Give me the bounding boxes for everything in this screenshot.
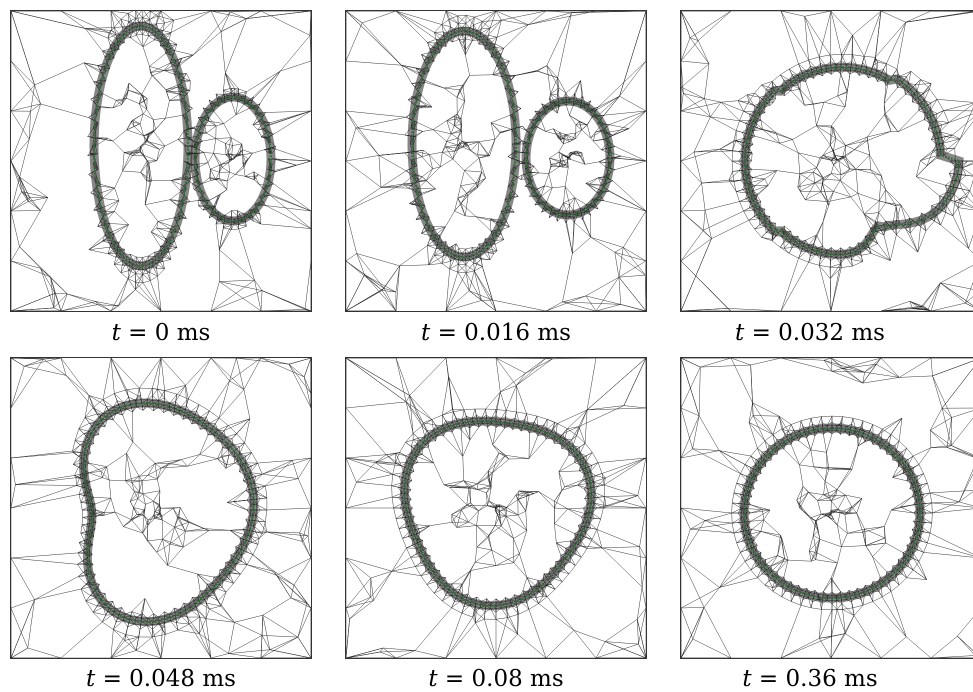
caption-3: t = 0.032 ms — [735, 320, 885, 346]
time-unit: ms — [202, 666, 236, 692]
mesh-edges — [681, 358, 973, 658]
mesh-edges — [681, 11, 973, 311]
mesh-panel-3 — [680, 10, 973, 312]
caption-4: t = 0.048 ms — [86, 666, 236, 692]
time-unit: ms — [844, 666, 878, 692]
mesh-panel-1 — [10, 10, 312, 312]
mesh-panel-5 — [345, 357, 647, 659]
mesh-svg-4 — [11, 358, 311, 658]
mesh-edges — [11, 11, 311, 311]
mesh-svg-5 — [346, 358, 646, 658]
mesh-panel-6 — [680, 357, 973, 659]
time-value: 0.032 — [778, 320, 845, 346]
caption-1: t = 0 ms — [111, 320, 211, 346]
time-value: 0.016 — [464, 320, 531, 346]
interface-line — [743, 66, 961, 256]
interface-line — [742, 426, 922, 600]
mesh-svg-3 — [681, 11, 973, 311]
mesh-svg-6 — [681, 358, 973, 658]
time-symbol: t — [428, 666, 438, 692]
mesh-lines — [346, 358, 646, 658]
interface-line — [524, 100, 612, 216]
caption-2: t = 0.016 ms — [421, 320, 571, 346]
mesh-edges — [346, 358, 646, 658]
interface-line — [193, 96, 273, 222]
interface-line — [410, 30, 518, 258]
mesh-lines — [681, 11, 973, 311]
time-unit: ms — [530, 666, 564, 692]
time-symbol: t — [86, 666, 96, 692]
mesh-lines — [681, 358, 973, 658]
time-unit: ms — [537, 320, 571, 346]
mesh-panel-4 — [10, 357, 312, 659]
time-symbol: t — [735, 320, 745, 346]
time-value: 0.048 — [129, 666, 196, 692]
mesh-svg-1 — [11, 11, 311, 311]
time-unit: ms — [176, 320, 211, 346]
time-value: 0.08 — [471, 666, 523, 692]
time-unit: ms — [851, 320, 885, 346]
time-symbol: t — [111, 320, 121, 346]
time-symbol: t — [742, 666, 752, 692]
interface-line — [92, 25, 190, 267]
mesh-svg-2 — [346, 11, 646, 311]
mesh-lines — [11, 11, 311, 311]
caption-5: t = 0.08 ms — [428, 666, 564, 692]
interface-line — [82, 401, 255, 623]
mesh-panel-2 — [345, 10, 647, 312]
interface-line — [403, 420, 593, 607]
interface-band — [740, 62, 964, 259]
time-value: 0 — [154, 320, 170, 346]
time-symbol: t — [421, 320, 431, 346]
time-value: 0.36 — [785, 666, 837, 692]
caption-6: t = 0.36 ms — [742, 666, 878, 692]
